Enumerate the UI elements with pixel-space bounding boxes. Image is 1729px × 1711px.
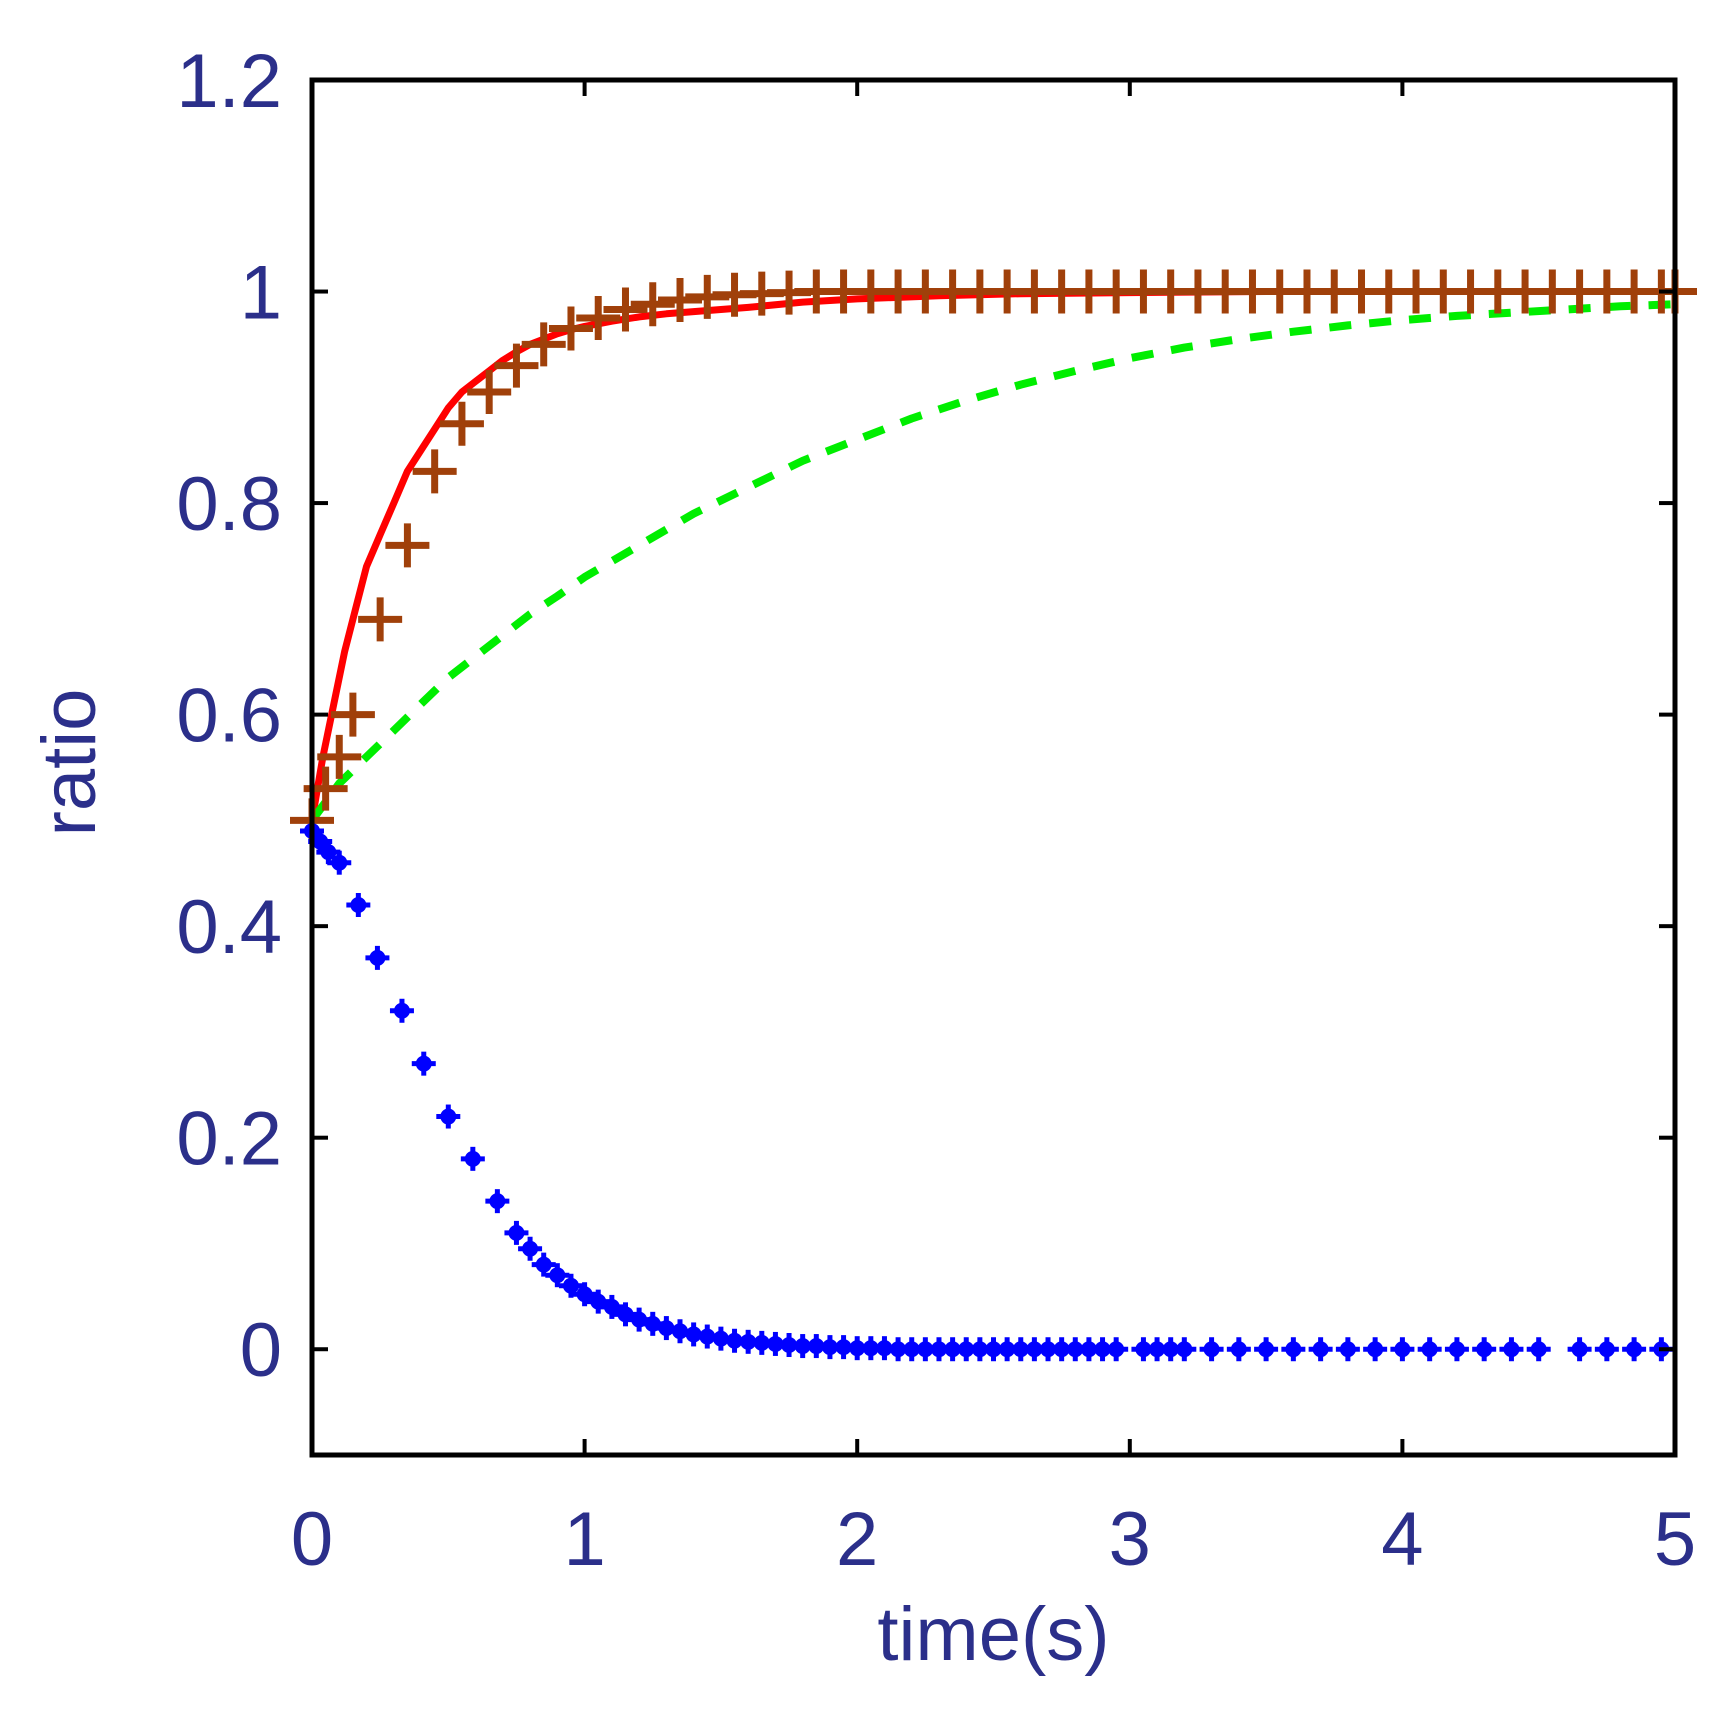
data-point-plus [330, 692, 375, 737]
series-brown-plus [290, 269, 1697, 843]
data-point-plus [576, 295, 621, 340]
data-point-dot [1499, 1337, 1524, 1362]
series-blue-dots [300, 818, 1674, 1362]
data-point-dot [365, 945, 390, 970]
data-point-plus [317, 734, 362, 779]
y-tick-label: 0.6 [176, 674, 282, 759]
data-point-plus [548, 306, 593, 351]
data-point-plus [467, 370, 512, 415]
data-point-dot [1417, 1337, 1442, 1362]
data-point-plus [521, 322, 566, 367]
x-tick-label: 0 [291, 1497, 333, 1582]
data-point-dot [1594, 1337, 1619, 1362]
data-point-dot [504, 1220, 529, 1245]
y-tick-label: 0.2 [176, 1097, 282, 1182]
x-tick-labels: 0 1 2 3 4 5 [291, 1497, 1696, 1582]
y-tick-label: 0.8 [176, 462, 282, 547]
data-point-dot [327, 850, 352, 875]
data-point-plus [603, 287, 648, 332]
data-point-dot [411, 1051, 436, 1076]
data-point-dot [1063, 1337, 1088, 1362]
y-tick-labels: 0 0.2 0.4 0.6 0.8 1 1.2 [176, 39, 282, 1393]
data-point-dot [1472, 1337, 1497, 1362]
data-point-dot [485, 1189, 510, 1214]
y-tick-label: 0 [240, 1308, 282, 1393]
plot-frame [309, 77, 1678, 1458]
data-point-dot [1390, 1337, 1415, 1362]
data-point-dot [316, 840, 341, 865]
data-point-dot [346, 893, 371, 917]
x-tick-label: 5 [1654, 1497, 1696, 1582]
data-point-dot [1281, 1337, 1306, 1362]
data-point-dot [1008, 1337, 1033, 1362]
data-point-plus [630, 282, 675, 327]
data-point-dot [1363, 1337, 1388, 1362]
x-tick-label: 1 [563, 1497, 605, 1582]
data-point-dot [1049, 1337, 1074, 1362]
data-point-dot [572, 1282, 597, 1307]
data-point-dot [460, 1146, 485, 1171]
data-point-dot [981, 1337, 1006, 1362]
data-point-dot [1022, 1337, 1047, 1362]
data-point-dot [1172, 1337, 1197, 1362]
data-point-dot [763, 1331, 788, 1356]
x-tick-label: 2 [836, 1497, 878, 1582]
data-point-dot [558, 1273, 583, 1298]
data-point-dot [886, 1337, 911, 1362]
data-point-plus [385, 523, 430, 568]
x-tick-label: 3 [1109, 1497, 1151, 1582]
data-point-plus [412, 449, 457, 494]
data-point-dot [1199, 1337, 1224, 1362]
data-point-dot [531, 1252, 556, 1277]
data-point-dot [1335, 1337, 1360, 1362]
axis-ticks [312, 80, 1675, 1455]
y-axis-label: ratio [27, 689, 112, 837]
data-point-dot [1104, 1337, 1129, 1362]
data-point-dot [1622, 1337, 1647, 1362]
data-point-dot [1308, 1337, 1333, 1362]
data-point-dot [599, 1294, 624, 1319]
data-point-dot [389, 998, 414, 1023]
data-point-dot [926, 1337, 951, 1362]
data-point-plus [494, 343, 539, 388]
data-point-dot [518, 1236, 543, 1261]
data-point-plus [439, 401, 484, 446]
x-axis-label: time(s) [877, 1592, 1109, 1677]
data-point-dot [436, 1104, 461, 1129]
data-point-dot [1444, 1337, 1469, 1362]
plot-area [290, 269, 1697, 1362]
data-point-dot [1254, 1337, 1279, 1362]
y-tick-label: 1.2 [176, 39, 282, 124]
data-point-plus [358, 597, 403, 642]
data-point-dot [858, 1336, 883, 1361]
data-point-dot [1226, 1337, 1251, 1362]
data-point-dot [1526, 1337, 1551, 1362]
data-point-dot [1567, 1337, 1592, 1362]
y-tick-label: 0.4 [176, 885, 282, 970]
data-point-dot [790, 1334, 815, 1359]
y-tick-label: 1 [240, 251, 282, 336]
x-tick-label: 4 [1381, 1497, 1423, 1582]
data-point-dot [545, 1263, 570, 1288]
